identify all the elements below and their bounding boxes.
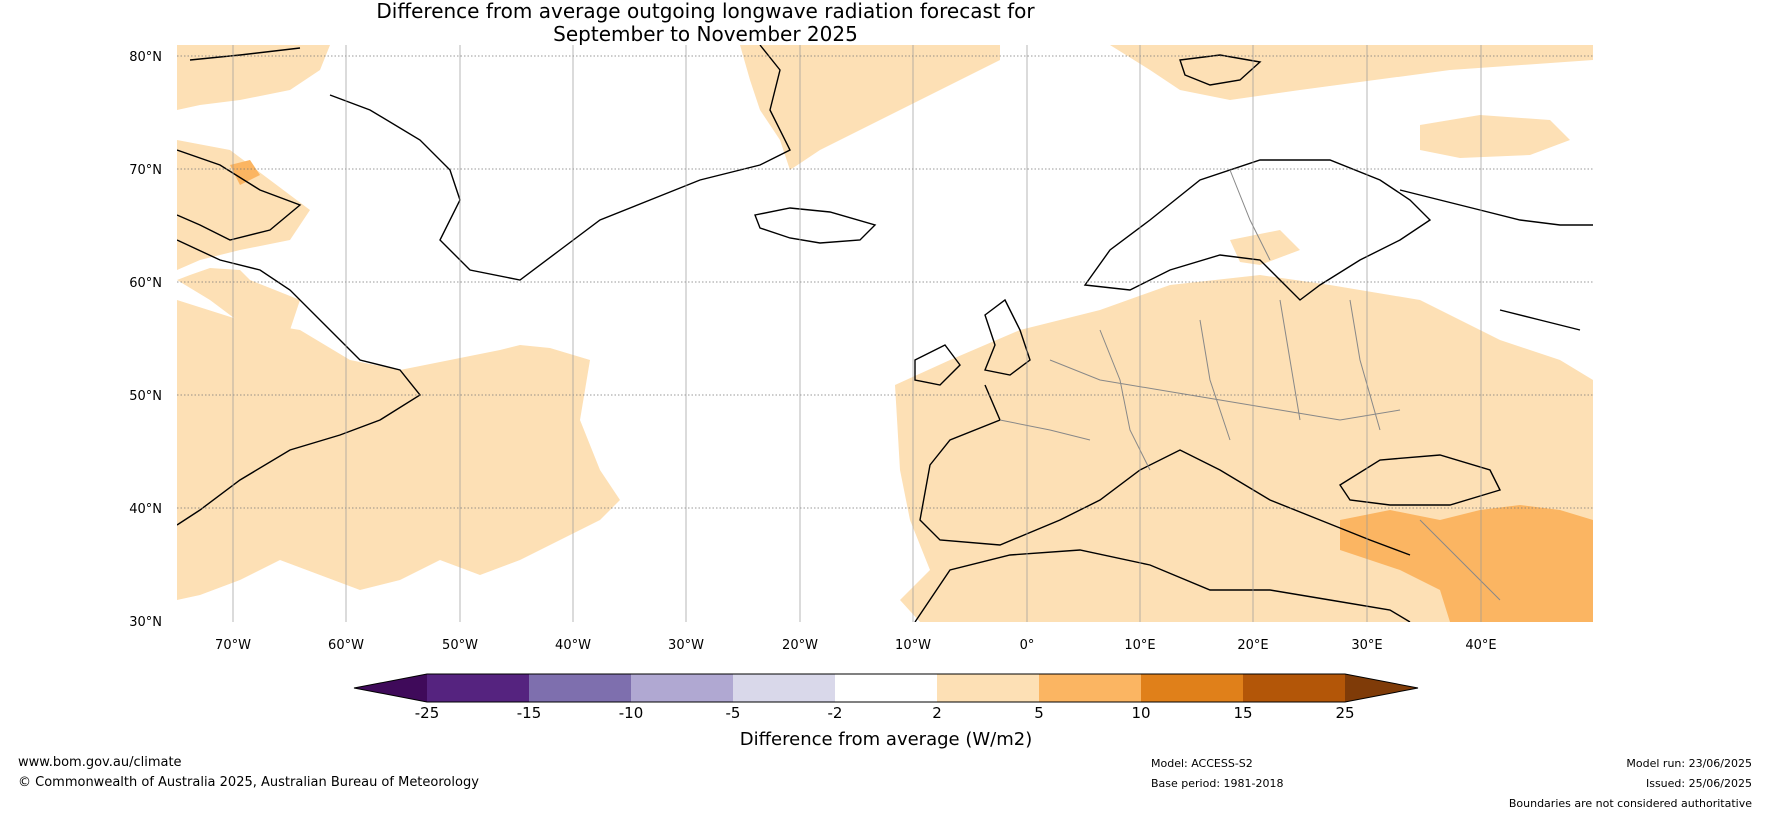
- anomaly-region-greenland-east: [740, 45, 1000, 170]
- map-title: Difference from average outgoing longwav…: [0, 0, 1411, 46]
- coastline-scandinavia: [1083, 159, 1432, 301]
- coastline-british-isles: [914, 298, 1031, 386]
- footer-disclaimer: Boundaries are not considered authoritat…: [1508, 797, 1752, 810]
- colorbar-segment: [835, 674, 937, 702]
- lat-label: 30°N: [129, 615, 162, 630]
- title-line-2: September to November 2025: [553, 22, 858, 46]
- title-line-1: Difference from average outgoing longwav…: [376, 0, 1035, 23]
- colorbar-extend-low: [354, 674, 427, 702]
- colorbar-tick: 15: [1233, 704, 1252, 722]
- anomaly-shading: [177, 45, 1593, 622]
- colorbar-extend-high: [1345, 674, 1418, 702]
- colorbar-tick: 25: [1335, 704, 1354, 722]
- footer-model: Model: ACCESS-S2: [1151, 757, 1253, 770]
- coastline-europe-south: [919, 384, 1411, 556]
- footer-copyright: © Commonwealth of Australia 2025, Austra…: [18, 775, 479, 790]
- lon-label: 10°E: [1124, 638, 1155, 653]
- anomaly-region-arctic-north: [1110, 45, 1593, 100]
- footer-base-period: Base period: 1981-2018: [1151, 777, 1284, 790]
- colorbar-tick: -2: [828, 704, 843, 722]
- lon-label: 60°W: [328, 638, 364, 653]
- colorbar-segment: [937, 674, 1039, 702]
- colorbar-label: Difference from average (W/m2): [740, 729, 1032, 750]
- lon-label: 0°: [1020, 638, 1035, 653]
- lon-label: 40°W: [555, 638, 591, 653]
- anomaly-region-barents: [1420, 115, 1570, 158]
- anomaly-region-atlantic-west: [177, 300, 620, 600]
- lon-label: 20°E: [1237, 638, 1268, 653]
- colorbar-outline: [353, 673, 1419, 703]
- lat-label: 80°N: [129, 50, 162, 65]
- graticule: [177, 55, 1593, 509]
- colorbar-tick: -5: [726, 704, 741, 722]
- coastline-russia-north: [1399, 189, 1593, 331]
- meridians: [232, 45, 1482, 622]
- anomaly-region-canada-east: [177, 140, 310, 270]
- anomaly-region-middle-east: [1340, 505, 1593, 622]
- colorbar-tick: -15: [517, 704, 542, 722]
- lon-label: 30°W: [668, 638, 704, 653]
- colorbar-segment: [1243, 674, 1345, 702]
- colorbar-segment: [733, 674, 835, 702]
- lat-label: 40°N: [129, 502, 162, 517]
- colorbar-segment: [1039, 674, 1141, 702]
- longitude-labels: 70°W 60°W 50°W 40°W 30°W 20°W 10°W 0° 10…: [215, 638, 1497, 653]
- colorbar-segment: [1141, 674, 1243, 702]
- footer-website: www.bom.gov.au/climate: [18, 755, 182, 770]
- anomaly-region-canada-arctic: [177, 45, 330, 110]
- lon-label: 30°E: [1351, 638, 1382, 653]
- footer-issued: Issued: 25/06/2025: [1645, 777, 1752, 790]
- lat-label: 50°N: [129, 389, 162, 404]
- colorbar-tick: 2: [932, 704, 942, 722]
- coastline-iceland: [754, 207, 877, 244]
- coastline-north-america: [177, 239, 422, 526]
- lon-label: 20°W: [782, 638, 818, 653]
- colorbar-segment: [631, 674, 733, 702]
- colorbar-tick: 5: [1034, 704, 1044, 722]
- colorbar: -25 -15 -10 -5 -2 2 5 10 15 25 Differenc…: [353, 673, 1419, 750]
- colorbar-tick: -25: [415, 704, 440, 722]
- anomaly-region-scandinavia: [1230, 230, 1300, 265]
- colorbar-tick: -10: [619, 704, 644, 722]
- coastline-black-sea: [1339, 454, 1501, 506]
- country-borders: [999, 169, 1501, 601]
- colorbar-segment: [529, 674, 631, 702]
- latitude-labels: 80°N 70°N 60°N 50°N 40°N 30°N: [129, 50, 162, 630]
- lat-label: 60°N: [129, 276, 162, 291]
- coastline-north-africa: [914, 549, 1411, 622]
- lon-label: 10°W: [895, 638, 931, 653]
- footer-model-run: Model run: 23/06/2025: [1626, 757, 1752, 770]
- lon-label: 40°E: [1465, 638, 1496, 653]
- lat-label: 70°N: [129, 163, 162, 178]
- coastline-greenland: [329, 45, 791, 281]
- colorbar-tick: 10: [1131, 704, 1150, 722]
- lon-label: 70°W: [215, 638, 251, 653]
- lon-label: 50°W: [442, 638, 478, 653]
- colorbar-segment: [427, 674, 529, 702]
- anomaly-region-canada-small: [230, 160, 260, 185]
- coastline-svalbard: [1179, 54, 1262, 86]
